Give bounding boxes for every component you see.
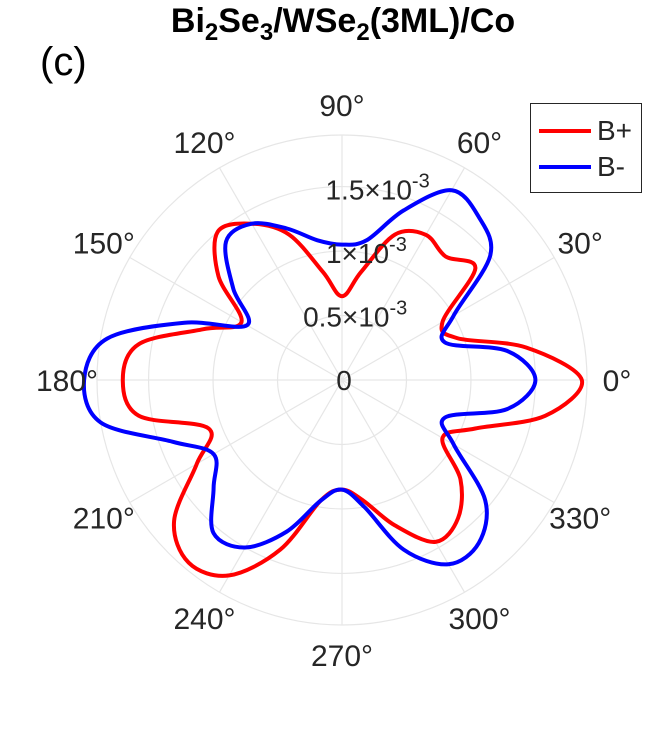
legend: B+ B- xyxy=(530,103,642,193)
angle-spoke xyxy=(341,256,555,381)
angle-spoke xyxy=(218,167,343,381)
legend-item-b-plus: B+ xyxy=(539,115,633,146)
legend-label-b-plus: B+ xyxy=(597,115,633,146)
legend-swatch-b-minus xyxy=(539,165,591,169)
angle-tick-label: 270° xyxy=(311,640,373,673)
angle-spoke xyxy=(129,379,343,504)
series-line-b-minus xyxy=(81,188,538,567)
angle-tick-label: 240° xyxy=(173,603,235,636)
angle-tick-label: 60° xyxy=(457,127,502,160)
angle-tick-label: 30° xyxy=(558,228,603,261)
radial-tick-label: 0 xyxy=(336,365,352,396)
tick-labels: 0° 30° 60° 90° 120° 150° 180° 210° 240° 270° 300° 3… xyxy=(36,90,631,673)
legend-swatch-b-plus xyxy=(539,129,591,133)
angle-tick-label: 0° xyxy=(603,365,632,398)
legend-item-b-minus: B- xyxy=(539,151,625,182)
series-line-b-plus xyxy=(120,221,584,578)
angle-tick-label: 150° xyxy=(73,228,135,261)
series-layer xyxy=(81,188,584,578)
angle-spoke xyxy=(129,256,343,381)
chart-title: Bi2Se3/WSe2(3ML)/Co xyxy=(170,2,516,46)
angle-tick-label: 90° xyxy=(319,90,364,123)
panel-label: (c) xyxy=(40,40,87,84)
angle-spoke xyxy=(341,379,555,504)
radial-tick-label: 0.5×10-3 xyxy=(303,298,407,333)
legend-label-b-minus: B- xyxy=(597,151,625,182)
angle-tick-label: 210° xyxy=(73,503,135,536)
angle-spoke xyxy=(218,379,343,593)
angle-tick-label: 120° xyxy=(173,127,235,160)
angle-spoke xyxy=(341,379,466,593)
angle-tick-label: 300° xyxy=(448,603,510,636)
angle-spoke xyxy=(341,167,466,381)
radial-tick-label: 1×10-3 xyxy=(326,234,407,269)
angle-tick-label: 180° xyxy=(36,365,98,398)
angle-tick-label: 330° xyxy=(549,503,611,536)
